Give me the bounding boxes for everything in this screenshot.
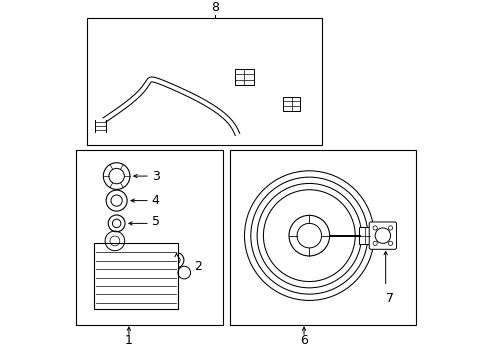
Bar (358, 227, 369, 244)
FancyBboxPatch shape (368, 222, 396, 249)
Text: 3: 3 (151, 170, 159, 183)
Text: 4: 4 (151, 194, 159, 207)
Bar (283, 96, 300, 111)
Bar (234, 69, 254, 85)
Text: 7: 7 (385, 292, 393, 305)
Bar (76, 150, 223, 325)
Text: 8: 8 (210, 1, 218, 14)
Text: 2: 2 (193, 260, 201, 273)
Bar (230, 150, 415, 325)
Bar (87, 18, 321, 145)
Bar (94, 243, 178, 309)
Text: 6: 6 (300, 334, 307, 347)
Text: 5: 5 (151, 215, 160, 228)
Text: 1: 1 (125, 334, 133, 347)
